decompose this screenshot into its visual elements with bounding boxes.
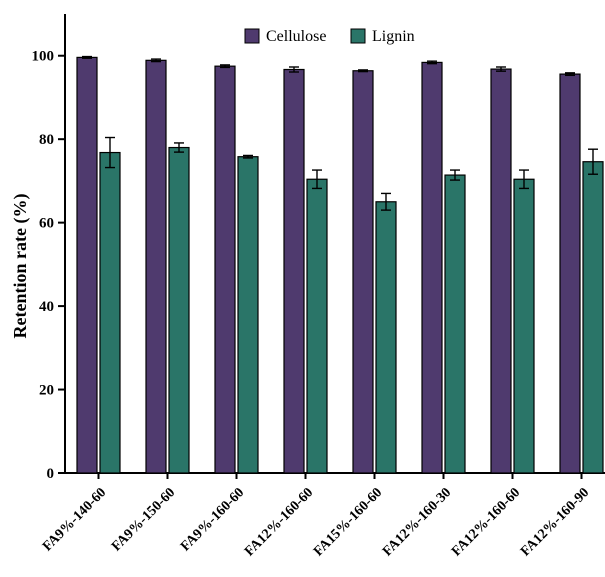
bar-lignin-6 (513, 178, 535, 474)
x-tick-label: FA12%-160-30 (380, 485, 454, 559)
bar-cellulose-5 (421, 61, 443, 474)
bar-cellulose-3 (283, 68, 305, 474)
legend-label-cellulose: Cellulose (266, 28, 326, 45)
bar-lignin-0 (99, 151, 121, 474)
y-tick-label: 40 (39, 299, 54, 315)
x-tick-label: FA9%-140-60 (40, 485, 109, 554)
bar-cellulose-0 (76, 56, 98, 474)
x-tick-label: FA9%-150-60 (109, 485, 178, 554)
y-axis: 0 20 40 60 80 100 (32, 14, 66, 482)
bars (76, 56, 604, 474)
x-tick-label: FA9%-160-60 (178, 485, 247, 554)
bar-lignin-3 (306, 178, 328, 474)
bar-lignin-4 (375, 201, 397, 474)
bar-cellulose-2 (214, 65, 236, 474)
x-tick-label: FA12%-160-60 (242, 485, 316, 559)
bar-lignin-1 (168, 146, 190, 474)
y-tick-label: 60 (39, 216, 54, 232)
y-tick-label: 100 (32, 49, 55, 65)
category-labels: FA9%-140-60 FA9%-150-60 FA9%-160-60FA12%-1… (40, 485, 592, 559)
x-tick-label: FA15%-160-60 (311, 485, 385, 559)
bar-cellulose-4 (352, 70, 374, 474)
x-axis (64, 472, 605, 479)
x-tick-label: FA12%-160-60 (449, 485, 523, 559)
y-tick-label: 20 (39, 383, 54, 399)
bar-lignin-7 (582, 161, 604, 474)
legend-swatch-lignin (350, 28, 366, 44)
y-tick-label: 0 (47, 466, 55, 482)
legend-label-lignin: Lignin (372, 28, 415, 45)
error-bars (82, 55, 598, 211)
legend: Cellulose Lignin (244, 28, 415, 45)
bar-cellulose-7 (559, 73, 581, 474)
bar-lignin-5 (444, 174, 466, 474)
legend-swatch-cellulose (244, 28, 260, 44)
bar-lignin-2 (237, 156, 259, 474)
x-tick-label: FA12%-160-90 (518, 485, 592, 559)
bar-cellulose-6 (490, 68, 512, 474)
y-axis-title: Retention rate (%) (10, 194, 31, 339)
bar-cellulose-1 (145, 59, 167, 474)
y-tick-label: 80 (39, 132, 54, 148)
